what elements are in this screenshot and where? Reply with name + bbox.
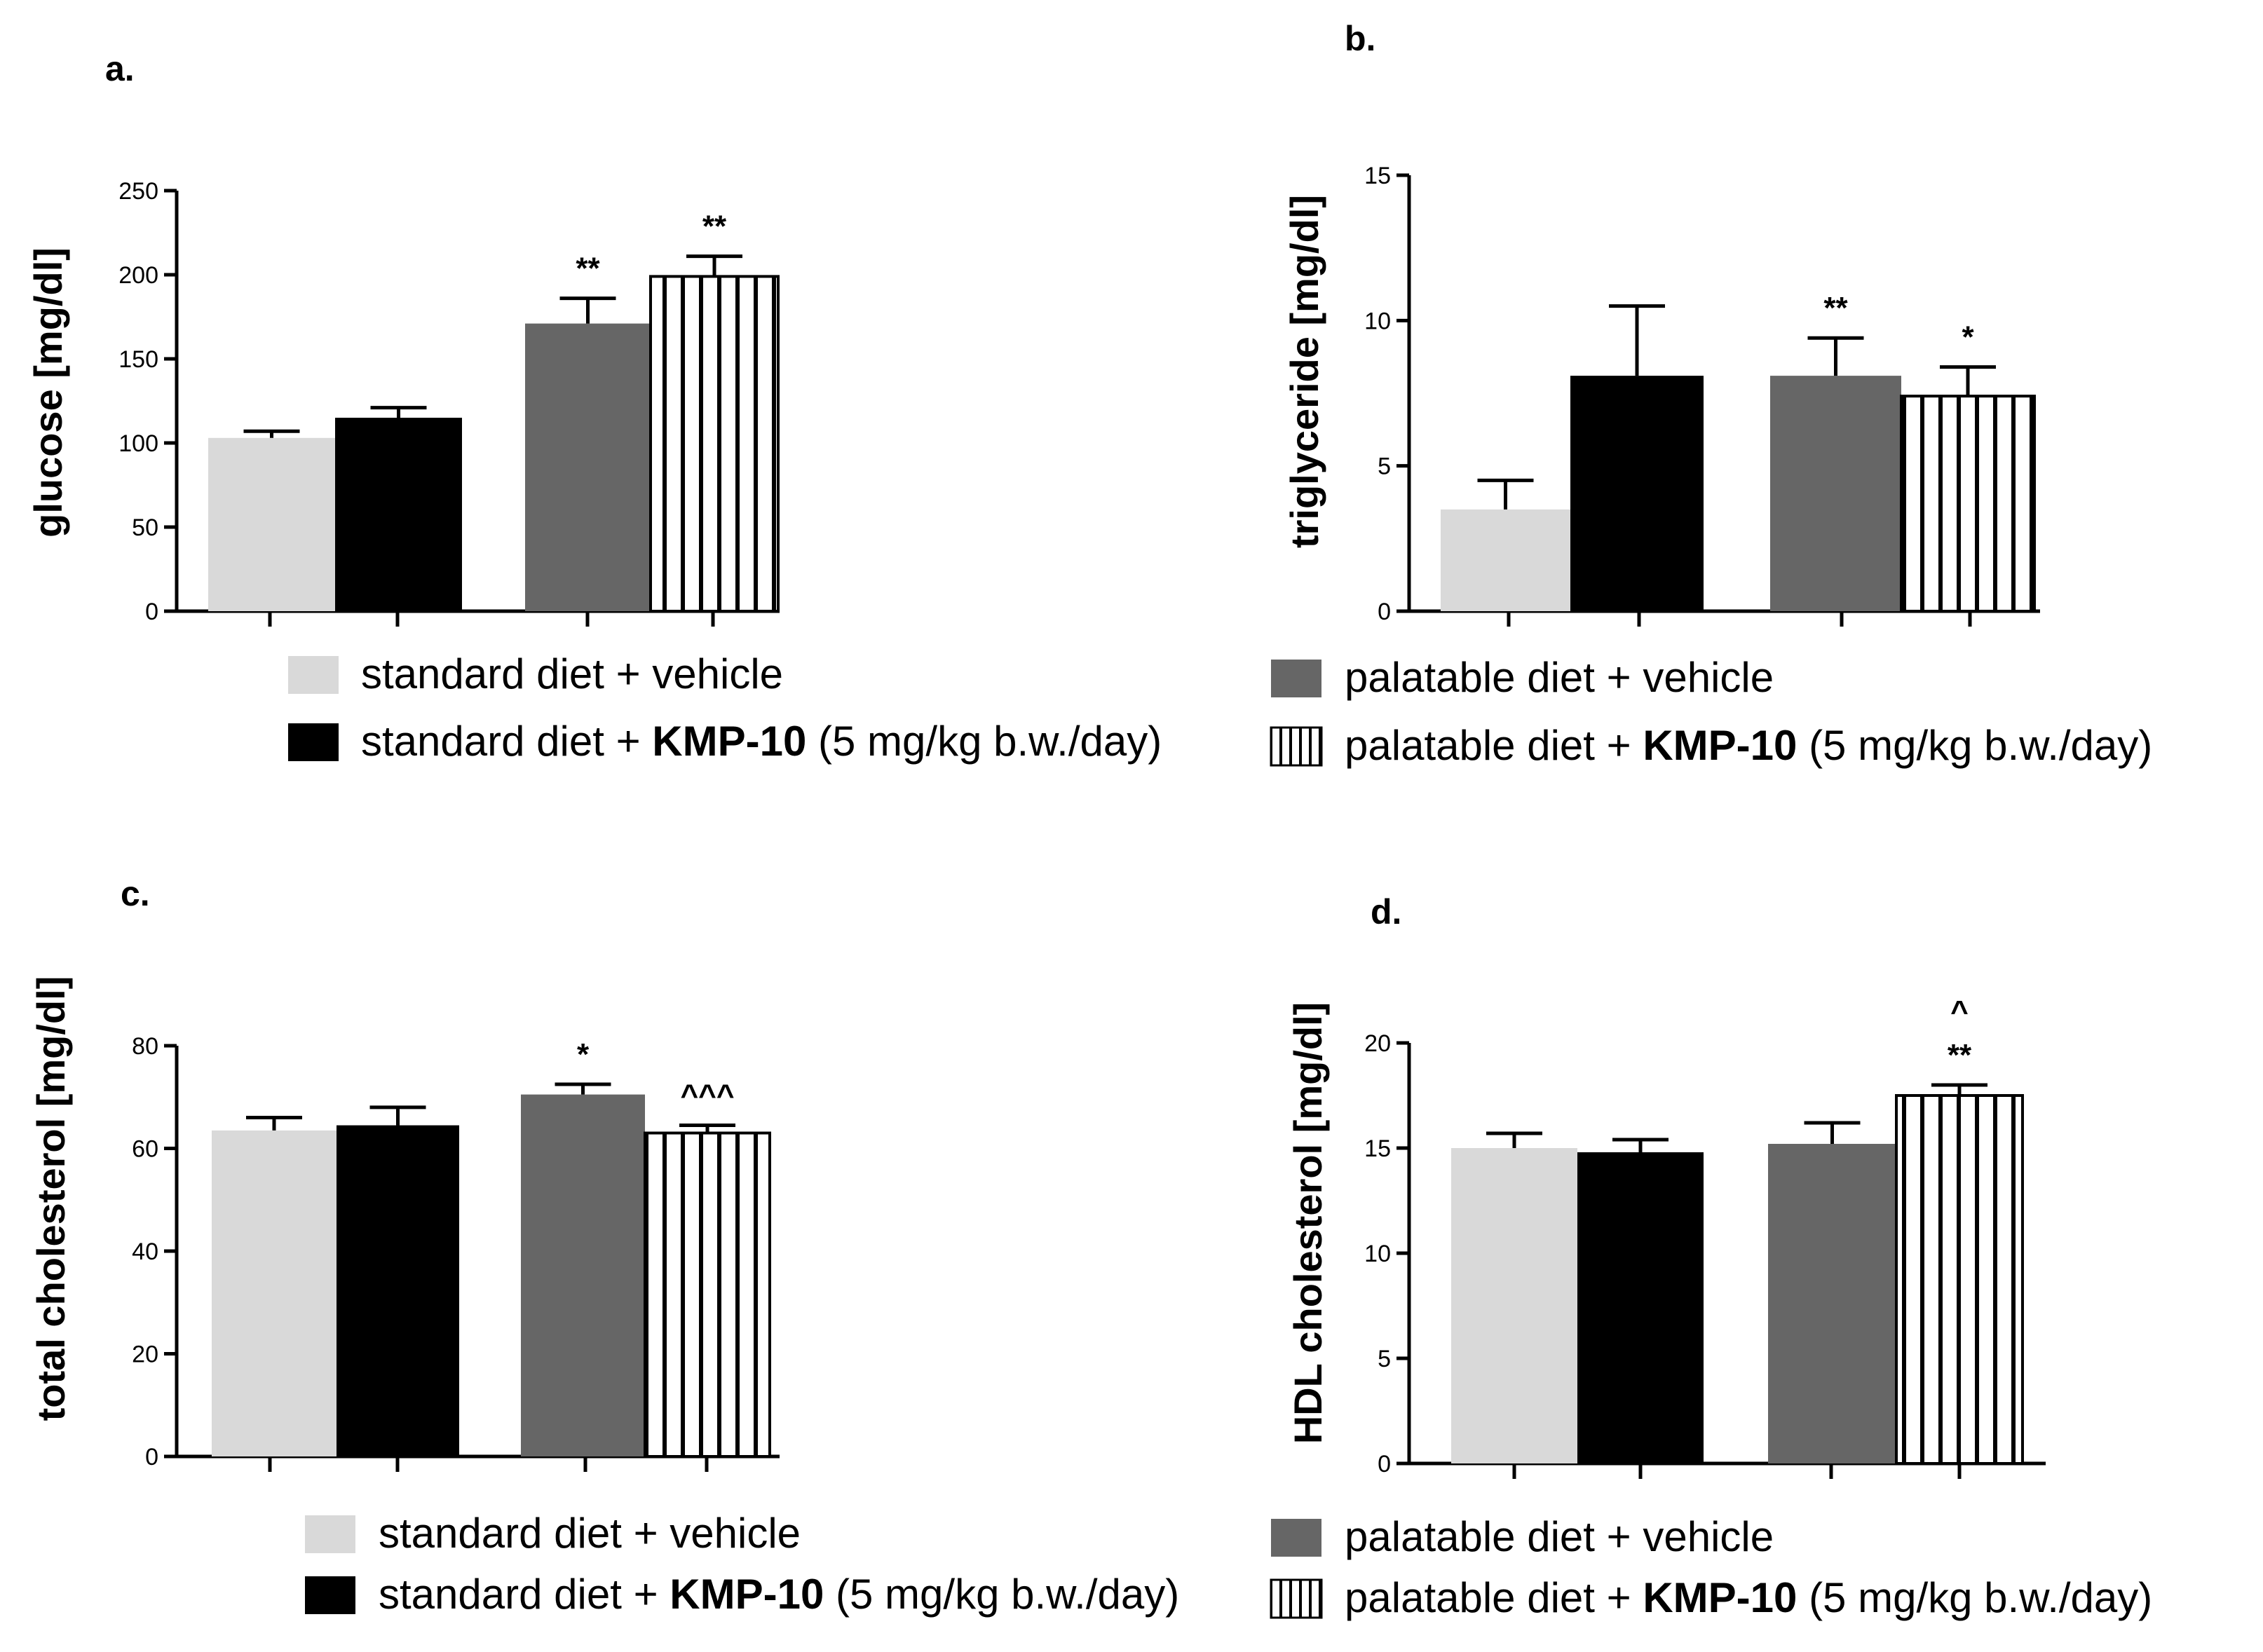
y-axis-label: glucose [mg/dl] bbox=[26, 247, 70, 538]
y-tick-label: 0 bbox=[145, 1444, 158, 1470]
legend-swatch bbox=[1270, 726, 1323, 767]
bar-1 bbox=[212, 1130, 337, 1456]
legend-swatch bbox=[288, 656, 339, 694]
legend-label: palatable diet + vehicle bbox=[1345, 1513, 1774, 1560]
y-tick-label: 10 bbox=[1364, 1241, 1391, 1267]
legend-label: standard diet + KMP-10 (5 mg/kg b.w./day… bbox=[361, 718, 1162, 765]
y-tick-label: 150 bbox=[118, 346, 158, 373]
legend-label: palatable diet + KMP-10 (5 mg/kg b.w./da… bbox=[1345, 722, 2152, 769]
y-tick-label: 0 bbox=[1378, 599, 1391, 625]
bar-3 bbox=[525, 323, 651, 611]
y-tick-label: 40 bbox=[132, 1238, 158, 1265]
y-tick-label: 10 bbox=[1364, 308, 1391, 334]
significance-annotation: ** bbox=[702, 210, 727, 244]
legend-label: standard diet + KMP-10 (5 mg/kg b.w./day… bbox=[379, 1571, 1179, 1618]
y-axis-label: HDL cholesterol [mg/dl] bbox=[1286, 1002, 1330, 1445]
chart-panel-c: c. total cholesterol [mg/dl] 0 20 40 60 80 * ^^^… bbox=[29, 874, 1179, 1618]
legend-swatch bbox=[1271, 660, 1321, 697]
legend-label: palatable diet + vehicle bbox=[1345, 654, 1774, 701]
y-tick-label: 20 bbox=[132, 1342, 158, 1368]
y-tick-label: 0 bbox=[1378, 1451, 1391, 1477]
legend-swatch bbox=[305, 1515, 355, 1553]
bar-3 bbox=[1770, 376, 1901, 611]
bar-1 bbox=[1441, 509, 1570, 611]
bar-2 bbox=[337, 1125, 459, 1456]
panel-label: c. bbox=[121, 874, 150, 913]
chart-panel-b: b.triglyceride [mg/dl]051015***palatable… bbox=[1270, 19, 2152, 769]
legend-swatch bbox=[1271, 1519, 1321, 1557]
legend-swatch bbox=[1270, 1578, 1323, 1619]
y-tick-label: 80 bbox=[132, 1033, 158, 1060]
y-tick-label: 200 bbox=[118, 262, 158, 289]
significance-annotation: * bbox=[1962, 320, 1974, 355]
y-tick-label: 60 bbox=[132, 1136, 158, 1163]
bar-4 bbox=[1895, 1094, 2024, 1465]
bar-2 bbox=[1577, 1152, 1704, 1463]
bar-3 bbox=[521, 1094, 645, 1456]
significance-annotation: ^^^ bbox=[680, 1079, 734, 1113]
significance-annotation: ** bbox=[576, 252, 600, 286]
y-tick-label: 5 bbox=[1378, 1346, 1391, 1372]
y-axis-label: total cholesterol [mg/dl] bbox=[29, 976, 73, 1421]
significance-annotation: ** bbox=[1823, 291, 1848, 325]
bar-4 bbox=[644, 1131, 771, 1459]
bar-1 bbox=[208, 437, 335, 611]
chart-panel-d: d. HDL cholesterol [mg/dl] 0 5 10 15 20 ^ ** pala… bbox=[1270, 892, 2152, 1621]
panel-label: a. bbox=[105, 49, 135, 88]
y-tick-label: 100 bbox=[118, 430, 158, 457]
panel-label: d. bbox=[1371, 892, 1401, 931]
y-axis-label: triglyceride [mg/dl] bbox=[1282, 195, 1326, 548]
y-tick-label: 5 bbox=[1378, 453, 1391, 480]
significance-annotation: ** bbox=[1948, 1038, 1972, 1072]
y-tick-label: 0 bbox=[145, 599, 158, 625]
bar-1 bbox=[1451, 1148, 1577, 1463]
bar-4 bbox=[1900, 395, 2036, 613]
legend-label: standard diet + vehicle bbox=[379, 1510, 801, 1557]
panel-label: b. bbox=[1345, 19, 1375, 58]
legend-label: standard diet + vehicle bbox=[361, 650, 783, 697]
legend-swatch bbox=[288, 723, 339, 761]
y-tick-label: 15 bbox=[1364, 1135, 1391, 1162]
y-tick-label: 20 bbox=[1364, 1030, 1391, 1057]
significance-annotation: ^ bbox=[1950, 995, 1969, 1029]
y-tick-label: 50 bbox=[132, 514, 158, 541]
legend-swatch bbox=[305, 1576, 355, 1614]
bar-2 bbox=[335, 418, 462, 611]
y-tick-label: 250 bbox=[118, 178, 158, 205]
y-tick-label: 15 bbox=[1364, 163, 1391, 189]
legend-label: palatable diet + KMP-10 (5 mg/kg b.w./da… bbox=[1345, 1574, 2152, 1621]
bar-2 bbox=[1570, 376, 1704, 611]
bar-4 bbox=[649, 275, 780, 613]
significance-annotation: * bbox=[577, 1037, 590, 1072]
chart-panel-a: a. glucose [mg/dl] 0 50 100 150 200 250 ** ** stan… bbox=[26, 49, 1162, 765]
bar-3 bbox=[1768, 1144, 1896, 1463]
